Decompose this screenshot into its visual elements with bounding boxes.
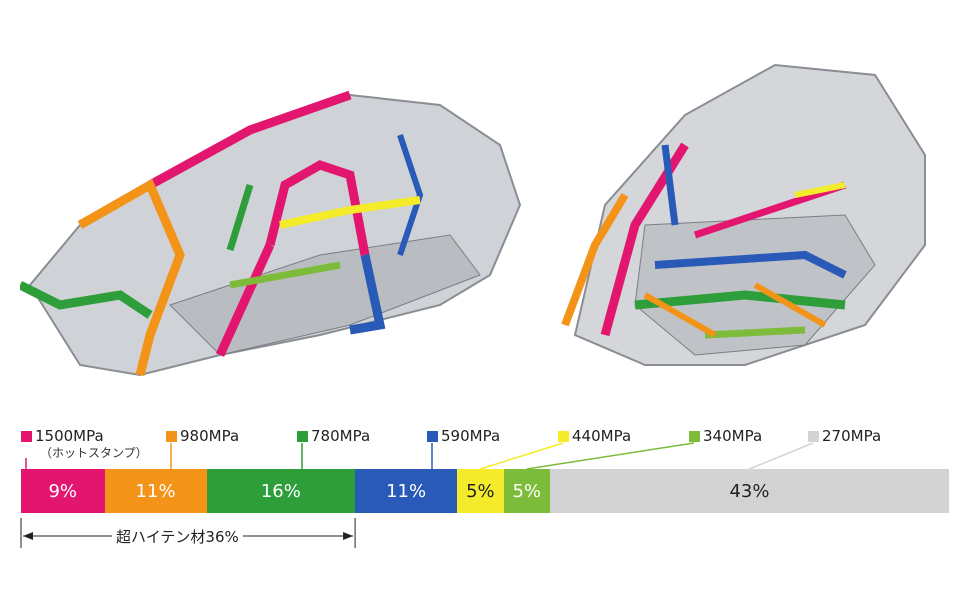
car-body-side-view-illustration [20, 90, 522, 377]
legend-swatch [166, 430, 177, 442]
bar-segment-270mpa: 43% [549, 469, 949, 513]
bar-segment-340mpa: 5% [503, 469, 550, 513]
legend-item-590mpa: 590MPa [427, 426, 500, 446]
legend-swatch [297, 430, 308, 442]
legend-label: 780MPa [311, 427, 371, 445]
bar-segment-label: 43% [729, 480, 770, 502]
legend-label: 1500MPa [35, 427, 104, 445]
bar-segment-590mpa: 11% [355, 469, 458, 513]
legend-label: 340MPa [703, 427, 763, 445]
legend-label: 440MPa [572, 427, 632, 445]
bar-segment-label: 11% [135, 480, 176, 502]
bracket-annotation-label: 超ハイテン材36% [112, 526, 243, 547]
bar-segment-label: 16% [260, 480, 301, 502]
stacked-bar: 9% 11% 16% 11% 5% 5% 43% [21, 469, 949, 513]
legend-item-440mpa: 440MPa [558, 426, 631, 446]
legend-label: 270MPa [822, 427, 882, 445]
bar-segment-label: 11% [386, 480, 427, 502]
leader-line-270mpa [749, 442, 814, 470]
bar-segment-label: 9% [48, 480, 78, 502]
legend-item-1500mpa: 1500MPa [21, 426, 104, 446]
bar-segment-780mpa: 16% [206, 469, 356, 513]
bar-segment-440mpa: 5% [457, 469, 504, 513]
bar-segment-label: 5% [512, 480, 542, 502]
legend-note-hot-stamp: （ホットスタンプ） [40, 446, 148, 460]
legend-item-270mpa: 270MPa [808, 426, 881, 446]
bar-segment-1500mpa: 9% [21, 469, 105, 513]
legend-swatch [427, 430, 438, 442]
legend-item-780mpa: 780MPa [297, 426, 370, 446]
legend-item-340mpa: 340MPa [689, 426, 762, 446]
legend-item-980mpa: 980MPa [166, 426, 239, 446]
legend-swatch [558, 430, 569, 442]
bar-segment-label: 5% [466, 480, 495, 502]
bar-segment-980mpa: 11% [104, 469, 207, 513]
legend-label: 980MPa [180, 427, 240, 445]
legend-swatch [689, 430, 700, 442]
legend-swatch [808, 430, 819, 442]
leader-line-340mpa [526, 442, 695, 470]
leader-line-440mpa [480, 442, 564, 470]
legend-label: 590MPa [441, 427, 501, 445]
car-body-underside-view-illustration [561, 63, 926, 366]
legend-swatch [21, 430, 32, 442]
